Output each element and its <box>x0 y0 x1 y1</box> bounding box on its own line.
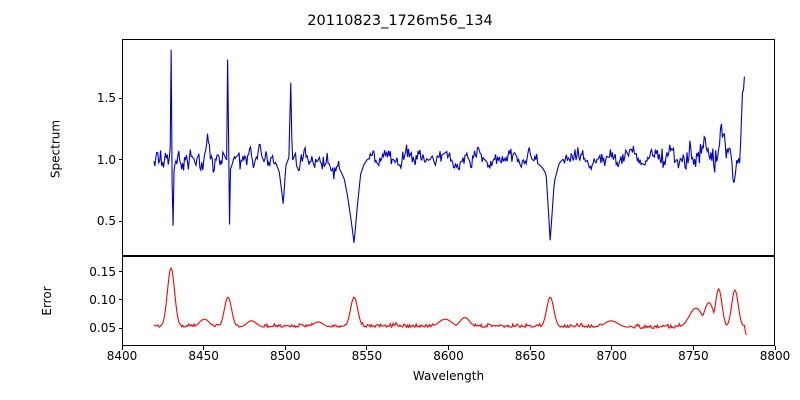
y-tick-mark-spectrum <box>118 220 122 222</box>
error-line-chart <box>123 257 774 345</box>
x-tick-mark <box>529 346 531 350</box>
x-tick-label: 8650 <box>514 349 546 363</box>
x-tick-label: 8750 <box>678 349 709 363</box>
y-tick-label-spectrum: 0.5 <box>96 214 116 229</box>
y-tick-label-error: 0.15 <box>89 264 116 279</box>
x-tick-mark <box>774 346 776 350</box>
y-tick-mark-error <box>118 299 122 301</box>
y-tick-mark-spectrum <box>118 97 122 99</box>
error-data-line <box>154 268 746 335</box>
x-tick-mark <box>121 346 123 350</box>
x-tick-mark <box>448 346 449 350</box>
y-tick-label-error: 0.05 <box>89 321 116 335</box>
x-tick-mark <box>692 346 694 350</box>
error-plot-panel <box>122 256 775 346</box>
error-axis-label: Error <box>40 286 54 316</box>
x-tick-label: 8600 <box>433 349 464 363</box>
spectrum-data-line <box>154 50 744 243</box>
y-tick-label-spectrum: 1.0 <box>96 152 116 167</box>
y-tick-label-spectrum: 1.5 <box>96 91 116 106</box>
y-tick-mark-error <box>118 327 122 329</box>
y-tick-label-error: 0.10 <box>89 292 116 307</box>
x-tick-mark <box>203 346 205 350</box>
spectrum-line-chart <box>123 40 774 255</box>
x-axis-label: Wavelength <box>412 369 485 383</box>
x-tick-mark <box>366 346 368 350</box>
x-tick-mark <box>284 346 286 350</box>
x-tick-label: 8700 <box>596 349 628 363</box>
y-tick-mark-error <box>118 271 122 273</box>
y-tick-mark-spectrum <box>118 159 122 161</box>
x-tick-label: 8550 <box>351 349 383 363</box>
x-tick-label: 8500 <box>269 349 301 363</box>
x-tick-mark <box>611 346 613 350</box>
x-tick-label: 8450 <box>188 349 219 363</box>
x-tick-label: 8800 <box>759 349 791 363</box>
x-tick-label: 8400 <box>106 349 138 363</box>
spectrum-plot-panel <box>122 39 775 256</box>
page-title: 20110823_1726m56_134 <box>307 13 493 29</box>
